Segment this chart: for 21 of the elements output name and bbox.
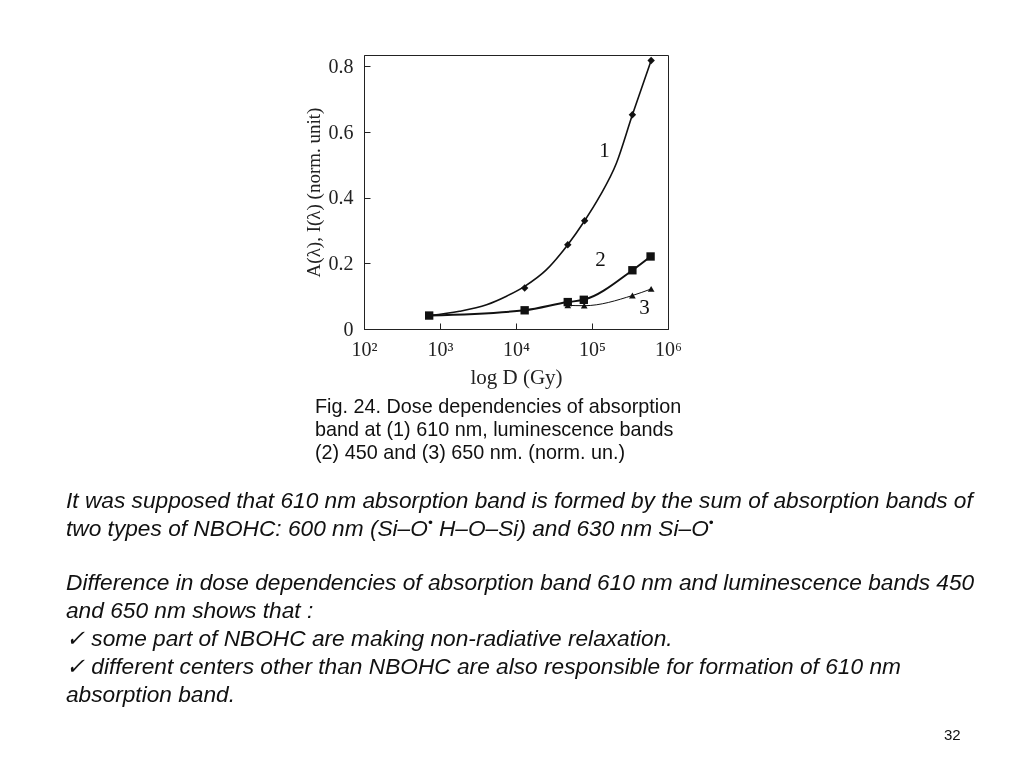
series-label: 3 (639, 294, 650, 319)
text: 32 (944, 726, 961, 743)
series-label: 1 (599, 137, 610, 162)
y-tick-label: 0.4 (328, 186, 354, 209)
y-axis-title: A(λ), I(λ) (norm. unit) (302, 107, 325, 278)
x-tick-label: 10⁵ (579, 337, 606, 360)
y-tick-label: 0 (343, 317, 354, 340)
y-tick-label: 0.2 (328, 251, 354, 274)
y-tick-label: 0.6 (328, 120, 354, 143)
text: ✓ different centers other than NBOHC are also responsible for formation of 610 nm absorption band. (66, 652, 902, 708)
caption: Fig. 24. Dose dependencies of absorption band at (1) 610 nm, luminescence bands (2) 450 and (3) 650 nm. (norm. un.) (315, 395, 683, 464)
x-tick-label: 10² (351, 337, 378, 360)
x-tick-label: 10⁶ (655, 337, 683, 360)
text: It was supposed that 610 nm absorption band is formed by the sum of absorption bands of two types of NBOHC: 600 nm (Si–O$^{•}$ H–O–Si) and 630 nm Si–O$^{•}$ (66, 486, 976, 542)
series-label: 2 (595, 247, 606, 272)
y-tick-label: 0.8 (328, 54, 354, 77)
x-tick-label: 10⁴ (503, 337, 531, 360)
text: Difference in dose dependencies of absorption band 610 nm and luminescence bands 450 and 650 nm shows that : (66, 568, 976, 624)
x-tick-label: 10³ (427, 337, 454, 360)
text: ✓ some part of NBOHC are making non-radiative relaxation. (66, 624, 674, 652)
x-axis-title: log D (Gy) (470, 364, 563, 389)
